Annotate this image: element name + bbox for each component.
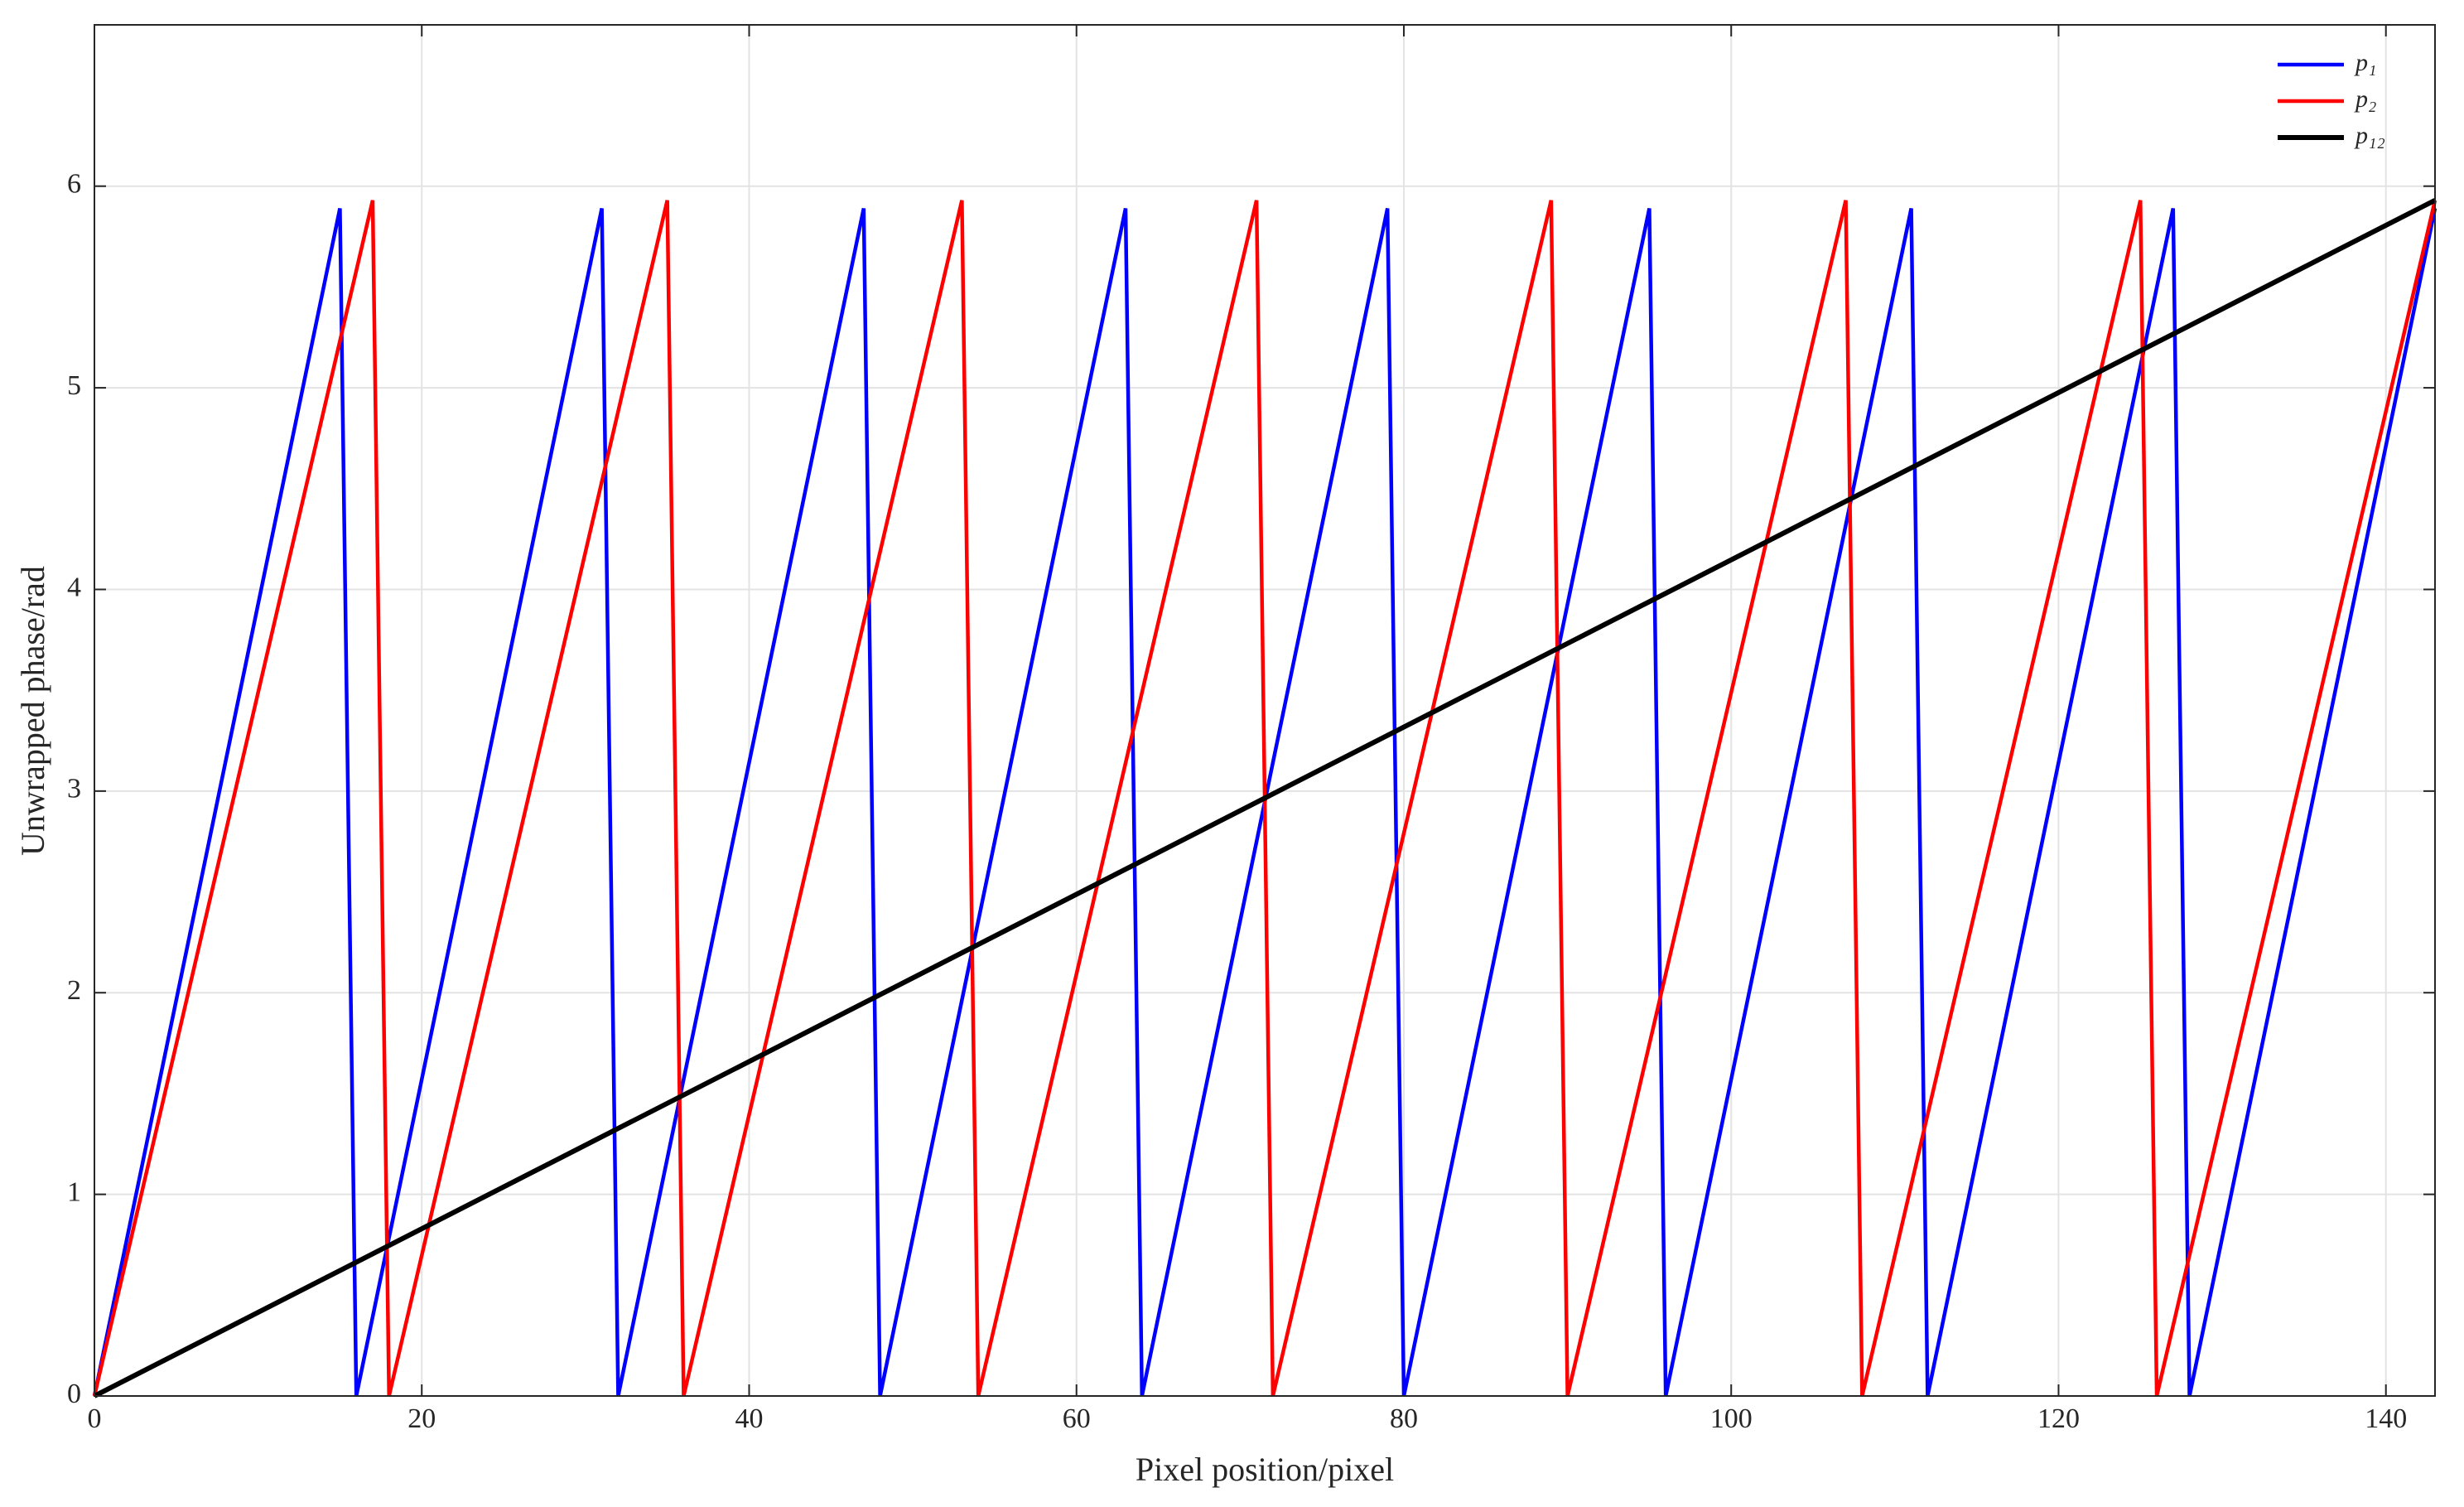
y-tick-label: 3 — [67, 774, 81, 804]
y-tick-label: 0 — [67, 1379, 81, 1409]
y-tick-label: 1 — [67, 1176, 81, 1207]
x-tick-label: 40 — [735, 1403, 763, 1434]
y-tick-label: 2 — [67, 975, 81, 1006]
legend-label: p₁ — [2354, 49, 2376, 76]
x-axis-label: Pixel position/pixel — [1136, 1451, 1394, 1488]
x-tick-label: 0 — [88, 1403, 102, 1434]
y-tick-label: 5 — [67, 370, 81, 401]
x-tick-label: 80 — [1390, 1403, 1418, 1434]
line — [93, 198, 2437, 1398]
y-tick-label: 4 — [67, 572, 81, 602]
x-tick-label: 20 — [407, 1403, 436, 1434]
legend-label: p₂ — [2354, 85, 2376, 113]
y-tick-label: 6 — [67, 169, 81, 200]
x-tick-label: 60 — [1063, 1403, 1091, 1434]
x-tick-label: 100 — [1710, 1403, 1753, 1434]
y-axis-label: Unwrapped phase/rad — [14, 566, 51, 856]
x-tick-label: 120 — [2037, 1403, 2080, 1434]
legend-label: p₁₂ — [2354, 122, 2385, 149]
x-tick-label: 140 — [2365, 1403, 2407, 1434]
plot-frame — [94, 24, 2436, 1397]
